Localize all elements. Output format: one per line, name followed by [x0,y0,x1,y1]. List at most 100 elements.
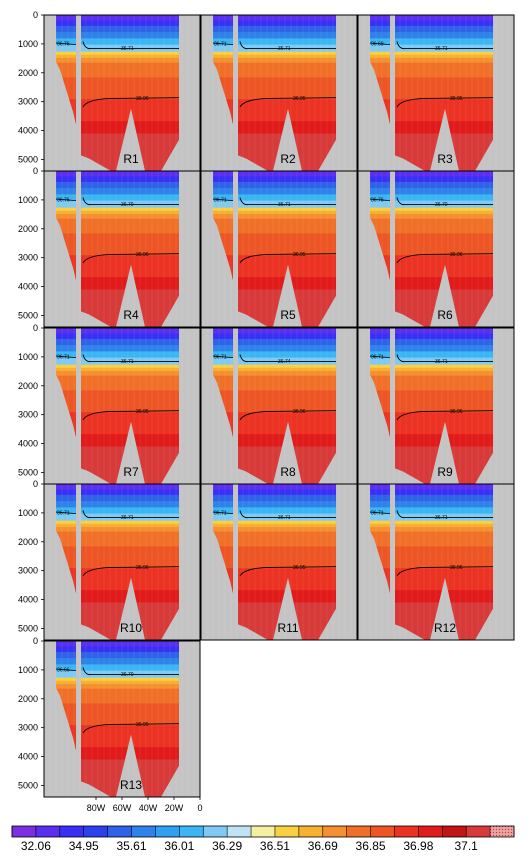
colorbar-label: 36.51 [260,839,290,853]
colorbar-label: 37.1 [455,839,479,853]
panel-r2: 36.71 36.71 36.95 R2 [200,14,358,172]
colorbar-swatch [418,826,443,837]
panel-label: R8 [280,465,296,479]
contour-line [239,41,336,50]
colorbar-swatch [322,826,347,837]
contour-label: 36.69 [371,41,384,47]
contour-line [82,667,179,676]
contour-label: 36.70 [121,672,134,678]
colorbar-swatch [107,826,132,837]
panel-r10: 36.71 36.71 36.96 R10 [43,483,201,641]
y-tick-label: 5000 [18,623,38,633]
contour-line [239,510,336,519]
panel-r5: 36.71 36.71 36.95 R5 [200,170,358,328]
y-tick-label: 1000 [18,352,38,362]
contour-line [55,355,77,359]
x-tick-label: 40W [139,803,158,813]
colorbar-label: 36.29 [212,839,242,853]
colorbar-swatch [490,826,515,837]
y-tick-label: 0 [33,10,38,20]
x-tick-label: 60W [113,803,132,813]
panel-r7: 36.71 36.71 36.95 R7 [43,327,201,485]
contour-line [396,566,494,577]
panel-label: R6 [437,308,453,322]
x-tick-label: 20W [165,803,184,813]
colorbar-label: 36.98 [403,839,433,853]
colorbar-swatch [59,826,84,837]
contour-line [212,355,234,359]
colorbar-label: 35.61 [117,839,147,853]
contour-line [396,97,494,108]
y-tick-label: 4000 [18,282,38,292]
y-tick-label: 0 [33,166,38,176]
contour-line [212,198,234,202]
contour-label: 36.96 [450,409,463,415]
contour-label: 36.71 [214,197,227,203]
y-tick-label: 5000 [18,780,38,790]
colorbar-swatch [83,826,108,837]
panel-frame [43,483,201,641]
contour-label: 36.95 [293,96,306,102]
contour-line [212,511,234,515]
contour-label: 36.74 [278,359,291,365]
colorbar-swatch [203,826,228,837]
colorbar-swatch [251,826,276,837]
panel-r4: 36.76 36.70 36.96 R4 [43,170,201,328]
contour-line [396,197,493,206]
contour-label: 36.71 [57,354,70,360]
contour-line [369,355,391,359]
contour-label: 36.96 [136,252,149,258]
contour-label: 36.96 [450,252,463,258]
contour-line [396,253,494,264]
contour-line [396,354,493,363]
contour-line [239,410,337,421]
panel-label: R13 [120,778,142,792]
contour-line [239,97,337,108]
panel-label: R7 [123,465,139,479]
y-tick-label: 3000 [18,97,38,107]
contour-line [82,510,179,519]
contour-line [55,198,77,202]
panel-label: R10 [120,621,142,635]
contour-line [369,42,391,46]
colorbar-swatch [370,826,395,837]
colorbar-swatch [346,826,371,837]
colorbar-swatch [227,826,252,837]
y-tick-label: 3000 [18,410,38,420]
contour-line [82,566,180,577]
y-tick-label: 1000 [18,508,38,518]
colorbar-label: 36.69 [308,839,338,853]
contour-line [82,41,179,50]
contour-label: 36.71 [214,41,227,47]
panel-frame [200,170,358,328]
contour-label: 36.70 [435,202,448,208]
contour-line [369,198,391,202]
contour-line [396,41,493,50]
contour-line [239,197,336,206]
contour-label: 36.95 [136,409,149,415]
contour-label: 36.71 [278,515,291,521]
panel-r6: 36.76 36.70 36.96 R6 [357,170,515,328]
panel-r11: 36.71 36.71 36.95 R11 [200,483,358,641]
contour-label: 36.71 [435,515,448,521]
y-tick-label: 0 [33,323,38,333]
y-tick-label: 3000 [18,566,38,576]
contour-line [369,511,391,515]
y-tick-label: 2000 [18,381,38,391]
panel-label: R1 [123,152,139,166]
y-tick-label: 2000 [18,68,38,78]
colorbar-swatch [466,826,491,837]
contour-label: 36.76 [57,197,70,203]
contour-line [396,410,494,421]
contour-line [82,410,180,421]
y-tick-label: 5000 [18,310,38,320]
contour-label: 36.71 [435,46,448,52]
contour-label: 36.71 [214,510,227,516]
axis-tick-labels: 0 1000 2000 3000 4000 5000 0 1000 2000 3000 4000 50… [18,10,203,813]
panel-r12: 36.71 36.71 36.96 R12 [357,483,515,641]
contour-line [82,253,180,264]
y-tick-label: 3000 [18,253,38,263]
panel-frame [357,170,515,328]
y-tick-label: 5000 [18,154,38,164]
y-tick-label: 4000 [18,752,38,762]
